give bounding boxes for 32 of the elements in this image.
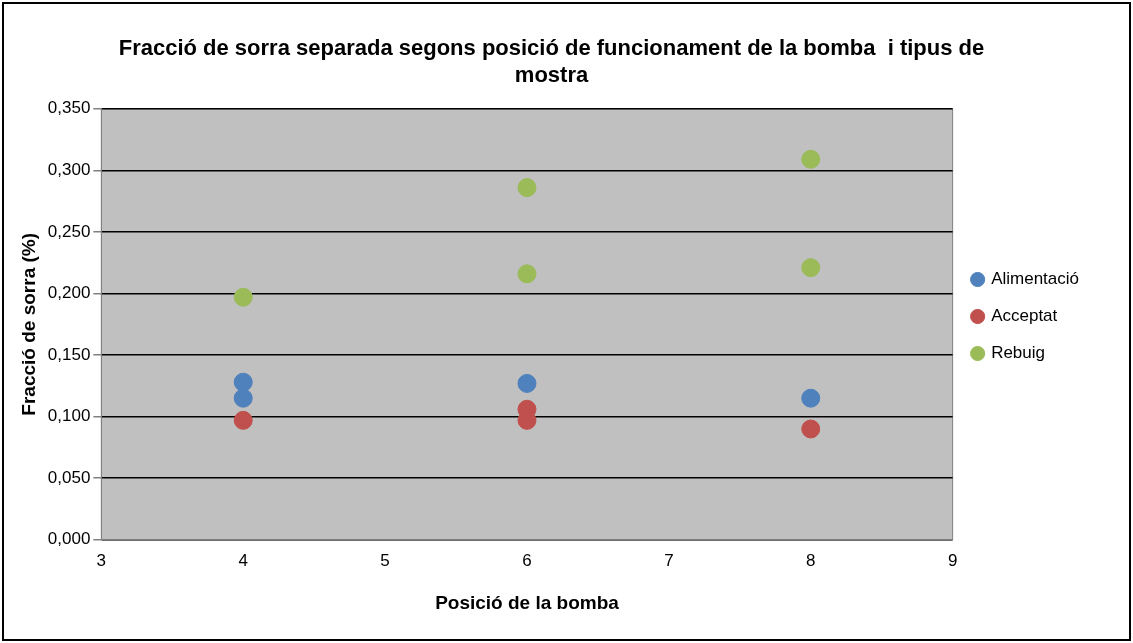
point bbox=[233, 287, 253, 307]
point bbox=[801, 419, 821, 439]
point bbox=[233, 388, 253, 408]
x-tick-label: 7 bbox=[664, 550, 674, 570]
y-tick-label: 0,000 bbox=[47, 529, 91, 549]
y-tick-label: 0,150 bbox=[47, 344, 91, 364]
chart-title: Fracció de sorra separada segons posició de funcionament de la bomba i tipus de mostra bbox=[118, 35, 985, 87]
x-tick-label: 3 bbox=[96, 550, 107, 570]
x-tick-label: 8 bbox=[806, 550, 816, 570]
point bbox=[517, 264, 537, 284]
point bbox=[233, 372, 253, 392]
y-tick-label: 0,300 bbox=[47, 160, 91, 180]
point bbox=[233, 410, 253, 430]
x-tick-label: 5 bbox=[380, 550, 390, 570]
x-axis-title: Posició de la bomba bbox=[435, 591, 620, 613]
y-tick-label: 0,250 bbox=[47, 221, 91, 241]
point bbox=[517, 178, 537, 198]
y-tick-label: 0,050 bbox=[47, 467, 91, 487]
x-tick-label: 9 bbox=[947, 550, 958, 570]
legend-label: Alimentació bbox=[991, 269, 1079, 289]
y-tick-label: 0,100 bbox=[47, 406, 91, 426]
point bbox=[801, 388, 821, 408]
y-tick-label: 0,200 bbox=[47, 283, 91, 303]
y-axis-title: Fracció de sorra (%) bbox=[17, 232, 39, 416]
point bbox=[517, 373, 537, 393]
point bbox=[801, 258, 821, 278]
legend-label: Rebuig bbox=[991, 343, 1045, 363]
x-tick-label: 4 bbox=[238, 550, 248, 570]
point bbox=[801, 149, 821, 169]
legend-label: Acceptat bbox=[991, 306, 1058, 326]
y-tick-label: 0,350 bbox=[47, 98, 91, 118]
x-tick-label: 6 bbox=[522, 550, 532, 570]
